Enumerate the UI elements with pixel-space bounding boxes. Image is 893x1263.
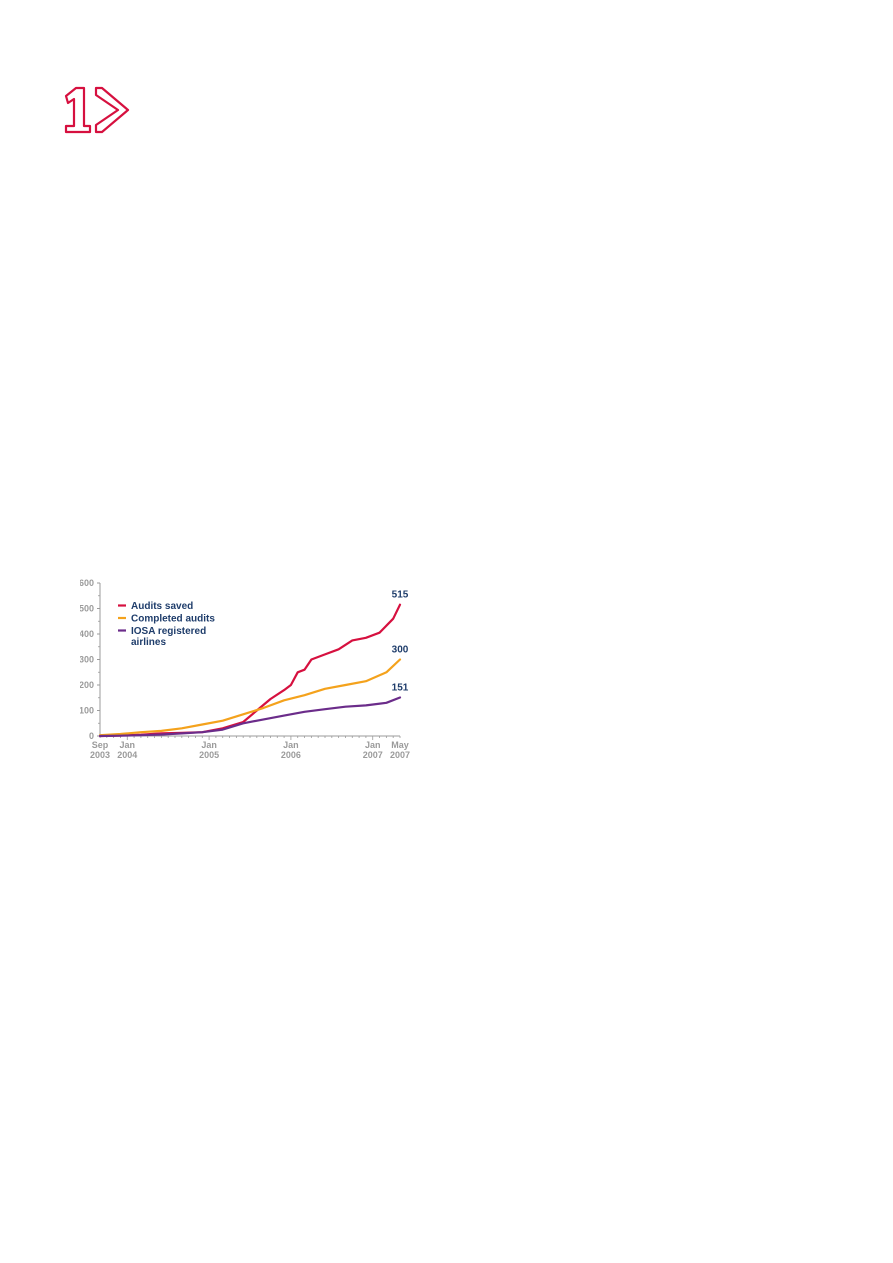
x-tick-label: 2005: [199, 750, 219, 760]
chart-series: [98, 603, 402, 738]
y-tick-label: 500: [80, 604, 94, 614]
y-tick-label: 200: [80, 680, 94, 690]
y-tick-label: 100: [80, 706, 94, 716]
x-tick-label: 2007: [390, 750, 410, 760]
x-tick-label: Jan: [201, 740, 217, 750]
x-tick-label: Jan: [120, 740, 136, 750]
legend-label: IOSA registered: [131, 626, 206, 637]
x-tick-label: 2004: [117, 750, 137, 760]
series-line-iosa-registered-airlines: [98, 696, 402, 738]
legend-label: Audits saved: [131, 601, 193, 612]
series-end-label: 300: [392, 645, 409, 656]
y-tick-label: 300: [80, 655, 94, 665]
series-line-completed-audits: [98, 658, 402, 737]
legend-label: Completed audits: [131, 614, 215, 625]
chart-axes: 0100200300400500600Sep2003Jan2004Jan2005…: [80, 578, 410, 760]
x-tick-label: 2003: [90, 750, 110, 760]
x-tick-label: Jan: [283, 740, 299, 750]
x-tick-label: 2007: [363, 750, 383, 760]
x-tick-label: May: [391, 740, 409, 750]
series-end-label: 515: [392, 590, 409, 601]
y-tick-label: 400: [80, 629, 94, 639]
y-tick-label: 600: [80, 578, 94, 588]
x-tick-label: 2006: [281, 750, 301, 760]
chevron-right-icon: [94, 86, 130, 134]
series-end-label: 151: [392, 682, 409, 693]
line-chart: 0100200300400500600Sep2003Jan2004Jan2005…: [80, 578, 410, 760]
chart-end-labels: 515 300 151: [392, 590, 409, 694]
x-tick-label: Jan: [365, 740, 381, 750]
y-tick-label: 0: [89, 731, 94, 741]
section-number-mark: [64, 86, 130, 134]
section-number-one: [64, 86, 92, 134]
legend-label: airlines: [131, 637, 166, 648]
x-tick-label: Sep: [92, 740, 109, 750]
